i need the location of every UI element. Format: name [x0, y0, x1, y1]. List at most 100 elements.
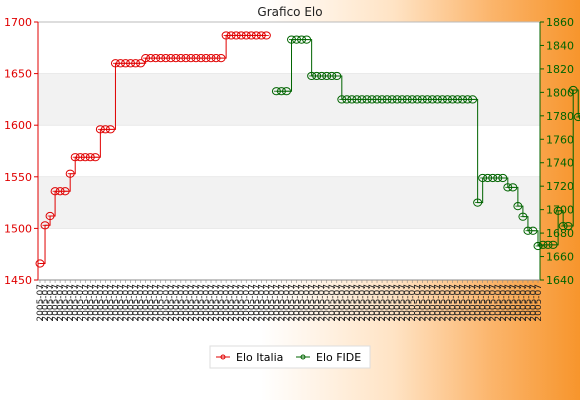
x-tick-label: 2005-07 — [479, 284, 489, 322]
x-tick-label: 2005-07 — [433, 284, 443, 322]
grid-bands — [38, 21, 540, 281]
x-tick-label: 2005-07 — [504, 284, 514, 322]
right-tick-label: 1680 — [546, 227, 574, 240]
x-tick-label: 2005-07 — [368, 284, 378, 322]
x-tick-label: 2005-07 — [534, 284, 544, 322]
x-tick-label: 2005-07 — [66, 284, 76, 322]
x-tick-label: 2005-07 — [272, 284, 282, 322]
x-tick-label: 2005-07 — [353, 284, 363, 322]
right-tick-label: 1700 — [546, 204, 574, 217]
x-tick-label: 2005-07 — [358, 284, 368, 322]
x-tick-label: 2005-07 — [303, 284, 313, 322]
data-point — [60, 187, 70, 196]
x-tick-label: 2005-07 — [318, 284, 328, 322]
x-tick-label: 2005-07 — [252, 284, 262, 322]
x-tick-label: 2005-07 — [86, 284, 96, 322]
x-tick-label: 2005-07 — [499, 284, 509, 322]
x-tick-label: 2005-07 — [413, 284, 423, 322]
right-tick-label: 1720 — [546, 180, 574, 193]
right-tick-label: 1640 — [546, 274, 574, 287]
x-tick-label: 2005-07 — [51, 284, 61, 322]
x-tick-label: 2005-07 — [323, 284, 333, 322]
data-point — [136, 59, 146, 68]
data-point — [513, 202, 523, 211]
x-tick-label: 2005-07 — [162, 284, 172, 322]
x-tick-label: 2005-07 — [182, 284, 192, 322]
x-tick-label: 2005-07 — [363, 284, 373, 322]
data-point — [568, 85, 578, 95]
x-axis-ticks: 2005-072005-072005-072005-072005-072005-… — [36, 279, 544, 322]
x-tick-label: 2005-07 — [96, 284, 106, 322]
data-point — [533, 241, 543, 251]
x-tick-label: 2005-07 — [484, 284, 494, 322]
x-tick-label: 2005-07 — [388, 284, 398, 322]
x-tick-label: 2005-07 — [277, 284, 287, 322]
x-tick-label: 2005-07 — [333, 284, 343, 322]
x-tick-label: 2005-07 — [257, 284, 267, 322]
data-point — [578, 114, 580, 120]
x-tick-label: 2005-07 — [298, 284, 308, 322]
x-tick-label: 2005-07 — [142, 284, 152, 322]
x-tick-label: 2005-07 — [177, 284, 187, 322]
x-tick-label: 2005-07 — [308, 284, 318, 322]
x-tick-label: 2005-07 — [438, 284, 448, 322]
x-tick-label: 2005-07 — [267, 284, 277, 322]
x-tick-label: 2005-07 — [101, 284, 111, 322]
data-point — [468, 95, 478, 104]
x-tick-label: 2005-07 — [127, 284, 137, 322]
data-point — [563, 221, 573, 231]
x-tick-label: 2005-07 — [393, 284, 403, 322]
data-point — [281, 87, 291, 96]
x-tick-label: 2005-07 — [172, 284, 182, 322]
data-point — [508, 183, 518, 192]
x-tick-label: 2005-07 — [428, 284, 438, 322]
x-tick-label: 2005-07 — [489, 284, 499, 322]
x-tick-label: 2005-07 — [423, 284, 433, 322]
x-tick-label: 2005-07 — [328, 284, 338, 322]
x-tick-label: 2005-07 — [529, 284, 539, 322]
left-tick-label: 1450 — [4, 274, 32, 287]
x-tick-label: 2005-07 — [147, 284, 157, 322]
x-tick-label: 2005-07 — [91, 284, 101, 322]
x-tick-label: 2005-07 — [524, 284, 534, 322]
data-point — [261, 31, 271, 40]
data-point — [35, 259, 45, 268]
x-tick-label: 2005-07 — [509, 284, 519, 322]
right-axis-ticks: 1640 1660 1680 1700 1720 1740 1760 1780 1800 1820… — [540, 16, 574, 287]
x-tick-label: 2005-07 — [106, 284, 116, 322]
grid-band — [38, 176, 540, 229]
legend-items: Elo Italia Elo FIDE — [216, 351, 361, 364]
legend-label: Elo FIDE — [316, 351, 361, 364]
x-tick-label: 2005-07 — [132, 284, 142, 322]
x-tick-label: 2005-07 — [443, 284, 453, 322]
x-tick-label: 2005-07 — [81, 284, 91, 322]
x-tick-label: 2005-07 — [247, 284, 257, 322]
x-tick-label: 2005-07 — [61, 284, 71, 322]
x-tick-label: 2005-07 — [338, 284, 348, 322]
x-tick-label: 2005-07 — [71, 284, 81, 322]
left-tick-label: 1550 — [4, 171, 32, 184]
right-tick-label: 1800 — [546, 86, 574, 99]
right-tick-label: 1760 — [546, 133, 574, 146]
left-tick-label: 1600 — [4, 119, 32, 132]
x-tick-label: 2005-07 — [408, 284, 418, 322]
legend-marker — [300, 354, 306, 360]
legend-box — [209, 345, 371, 369]
data-point — [302, 35, 312, 44]
x-tick-label: 2005-07 — [232, 284, 242, 322]
data-point — [528, 226, 538, 235]
x-tick-label: 2005-07 — [116, 284, 126, 322]
right-tick-label: 1780 — [546, 110, 574, 123]
x-tick-label: 2005-07 — [202, 284, 212, 322]
x-tick-label: 2005-07 — [313, 284, 323, 322]
x-tick-label: 2005-07 — [469, 284, 479, 322]
x-tick-label: 2005-07 — [383, 284, 393, 322]
data-point — [40, 221, 50, 230]
x-tick-label: 2005-07 — [403, 284, 413, 322]
x-tick-label: 2005-07 — [207, 284, 217, 322]
x-tick-label: 2005-07 — [348, 284, 358, 322]
data-point — [573, 112, 580, 122]
x-tick-label: 2005-07 — [187, 284, 197, 322]
